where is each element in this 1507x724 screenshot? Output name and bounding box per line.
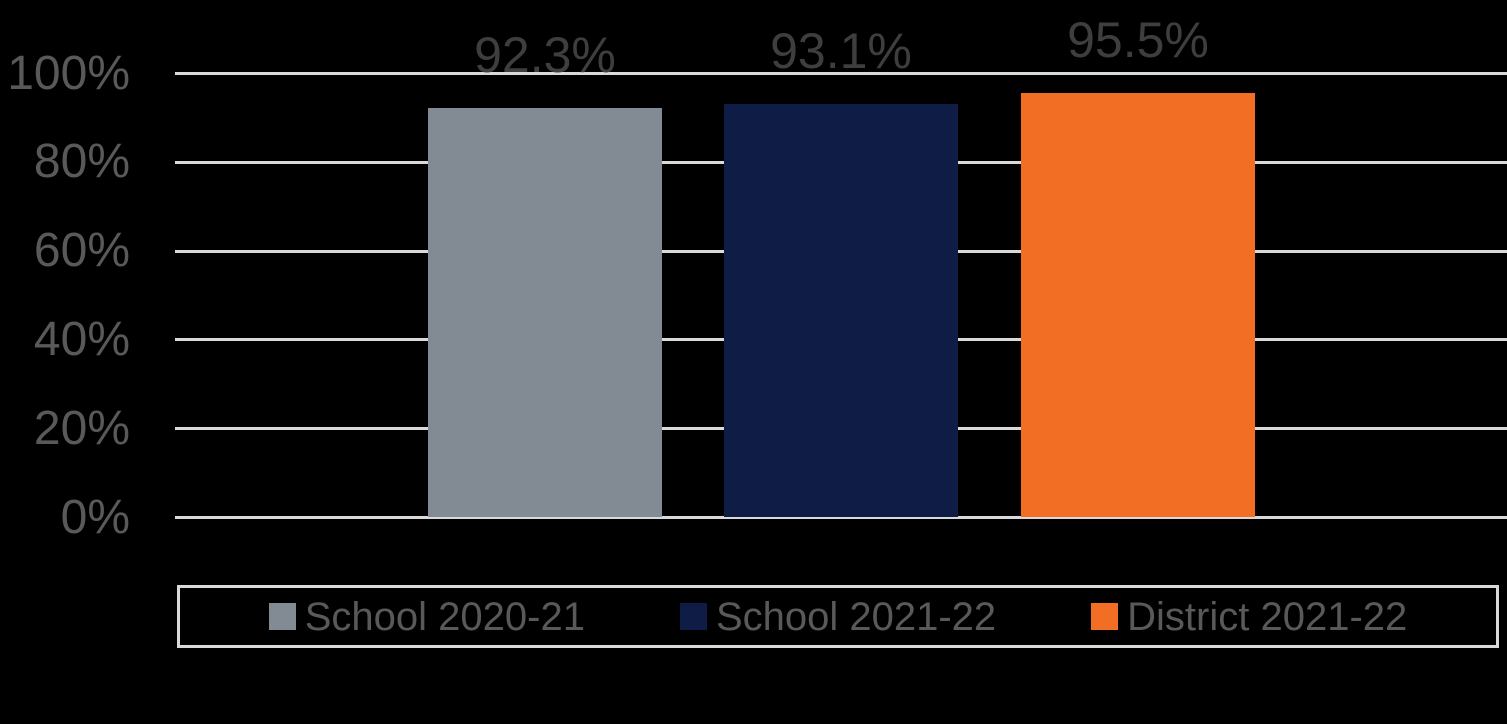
bar-district-2021-22 bbox=[1021, 93, 1255, 518]
legend-swatch-district-2021-22 bbox=[1091, 603, 1119, 630]
legend: School 2020-21 School 2021-22 District 2… bbox=[177, 585, 1499, 648]
legend-label-school-2020-21: School 2020-21 bbox=[304, 594, 585, 639]
legend-label-district-2021-22: District 2021-22 bbox=[1127, 594, 1408, 639]
y-axis-label-100: 100% bbox=[7, 46, 130, 100]
y-axis-label-60: 60% bbox=[33, 224, 130, 278]
data-label-school-2021-22: 93.1% bbox=[770, 23, 912, 80]
data-label-district-2021-22: 95.5% bbox=[1067, 12, 1209, 69]
y-axis-label-0: 0% bbox=[60, 490, 130, 544]
gridline-0pct bbox=[175, 516, 1507, 519]
data-label-school-2020-21: 92.3% bbox=[474, 26, 616, 83]
gridline-100pct bbox=[175, 72, 1507, 75]
y-axis-label-20: 20% bbox=[33, 401, 130, 455]
y-axis-label-80: 80% bbox=[33, 135, 130, 189]
legend-swatch-school-2020-21 bbox=[268, 603, 296, 630]
legend-swatch-school-2021-22 bbox=[679, 603, 707, 630]
legend-item-school-2020-21: School 2020-21 bbox=[268, 594, 585, 639]
y-axis-label-40: 40% bbox=[33, 312, 130, 366]
bar-school-2021-22 bbox=[724, 104, 958, 518]
legend-item-district-2021-22: District 2021-22 bbox=[1091, 597, 1407, 637]
legend-item-school-2021-22: School 2021-22 bbox=[679, 594, 997, 639]
legend-label-school-2021-22: School 2021-22 bbox=[715, 594, 997, 639]
bar-school-2020-21 bbox=[428, 107, 662, 518]
